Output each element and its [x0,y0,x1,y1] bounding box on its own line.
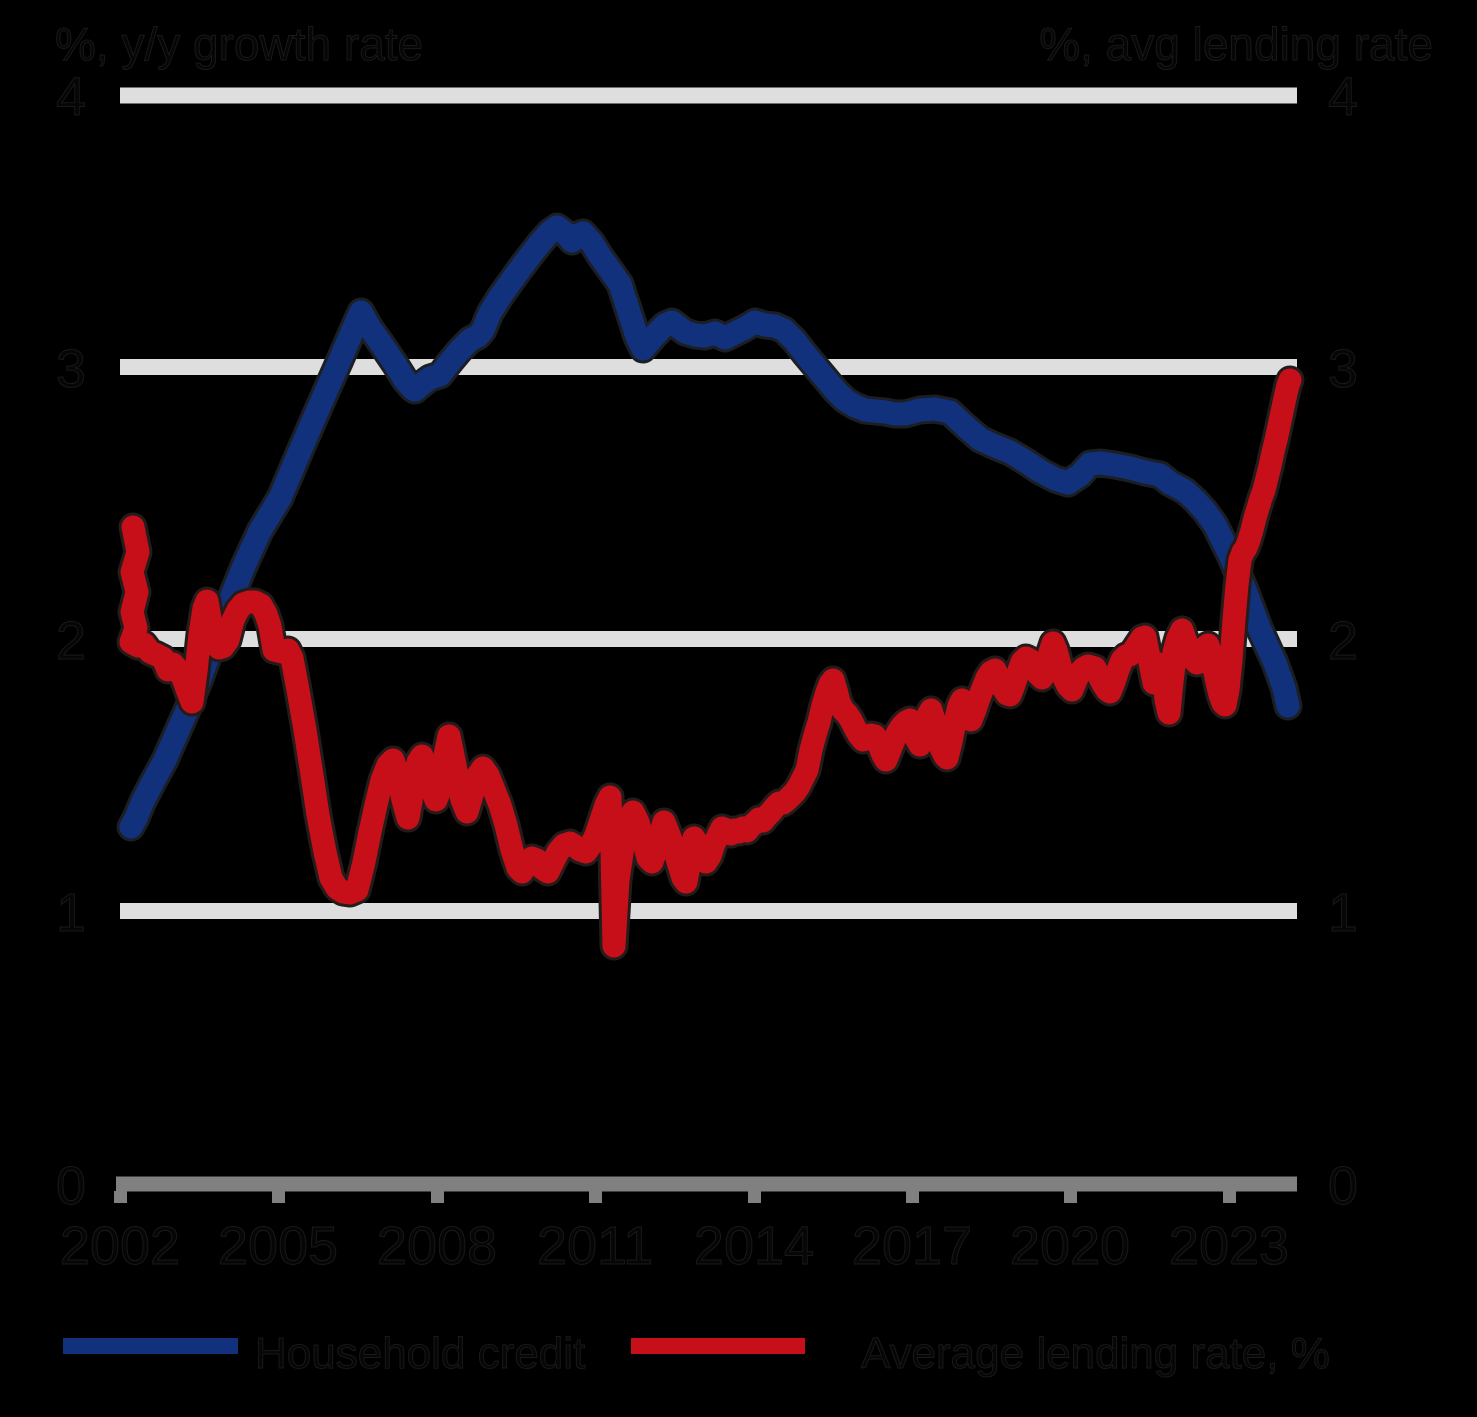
svg-text:2017: 2017 [852,1216,972,1276]
svg-text:2020: 2020 [1010,1216,1130,1276]
svg-text:2002: 2002 [60,1216,180,1276]
svg-text:2023: 2023 [1169,1216,1289,1276]
svg-text:Average lending rate, %: Average lending rate, % [861,1329,1330,1378]
svg-text:%, avg lending rate: %, avg lending rate [1039,18,1433,70]
svg-text:2011: 2011 [537,1216,653,1276]
svg-text:2: 2 [1328,611,1358,671]
svg-text:1: 1 [56,883,86,943]
svg-text:2008: 2008 [377,1216,497,1276]
svg-text:%, y/y growth rate: %, y/y growth rate [55,18,423,70]
svg-text:0: 0 [1328,1156,1358,1216]
svg-text:2014: 2014 [694,1216,814,1276]
svg-text:1: 1 [1328,883,1358,943]
svg-text:Household credit: Household credit [255,1329,585,1378]
svg-text:0: 0 [56,1156,86,1216]
svg-text:4: 4 [1328,67,1358,127]
svg-text:2: 2 [56,611,86,671]
svg-text:4: 4 [56,67,86,127]
svg-text:2005: 2005 [218,1216,338,1276]
svg-text:3: 3 [1328,339,1358,399]
svg-text:3: 3 [56,339,86,399]
